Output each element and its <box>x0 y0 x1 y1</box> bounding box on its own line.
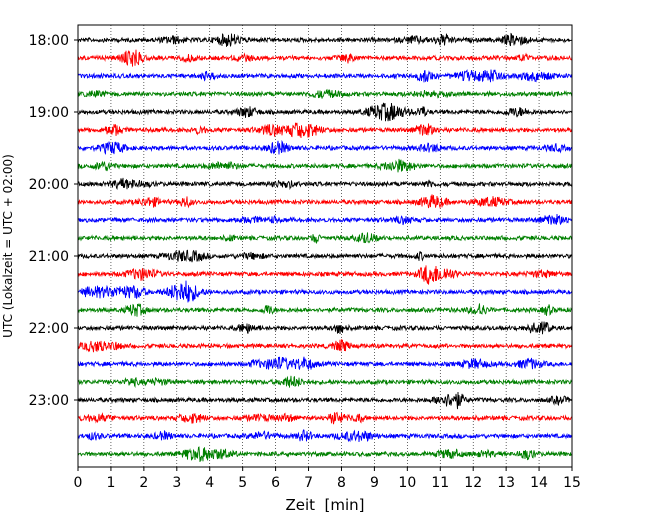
y-axis-label: UTC (Lokalzeit = UTC + 02:00) <box>1 154 15 338</box>
seismic-trace <box>77 232 573 244</box>
seismic-trace <box>77 429 573 443</box>
seismic-trace <box>77 32 573 47</box>
x-tick-label: 9 <box>370 475 379 491</box>
seismic-trace <box>77 303 573 317</box>
seismic-trace <box>77 122 573 139</box>
seismic-trace <box>77 411 573 425</box>
seismic-trace <box>77 356 573 371</box>
x-tick-label: 3 <box>172 475 181 491</box>
x-tick-label: 12 <box>464 475 482 491</box>
seismic-trace <box>77 265 573 285</box>
x-tick-label: 13 <box>497 475 515 491</box>
y-tick-label: 19:00 <box>29 105 69 121</box>
seismic-trace <box>77 249 573 263</box>
y-axis-ticks: 18:00 19:00 20:00 21:00 22:00 23:00 <box>29 33 78 409</box>
x-tick-label: 7 <box>304 475 313 491</box>
x-tick-label: 5 <box>238 475 247 491</box>
x-tick-label: 4 <box>205 475 214 491</box>
seismic-trace <box>77 177 573 191</box>
seismic-trace <box>77 446 573 463</box>
x-tick-label: 2 <box>139 475 148 491</box>
x-tick-label: 8 <box>337 475 346 491</box>
seismic-trace <box>77 214 573 226</box>
y-tick-label: 20:00 <box>29 177 69 193</box>
seismic-trace <box>77 139 573 155</box>
x-tick-label: 0 <box>74 475 83 491</box>
seismic-trace <box>77 69 573 83</box>
seismic-trace <box>77 102 573 122</box>
x-tick-label: 15 <box>563 475 581 491</box>
seismic-trace <box>77 194 573 210</box>
seismic-trace <box>77 391 573 410</box>
x-axis-ticks: 0 1 2 3 4 5 6 7 8 9 10 11 12 13 14 15 <box>74 467 581 491</box>
x-axis-label: Zeit [min] <box>285 496 364 514</box>
plot-frame <box>77 24 573 468</box>
y-tick-label: 21:00 <box>29 249 69 265</box>
y-tick-label: 18:00 <box>29 33 69 49</box>
x-tick-label: 10 <box>398 475 416 491</box>
x-tick-label: 6 <box>271 475 280 491</box>
x-tick-label: 1 <box>106 475 115 491</box>
seismic-trace <box>77 339 573 353</box>
seismic-trace <box>77 375 573 388</box>
seismic-trace <box>77 158 573 173</box>
seismic-trace <box>77 280 573 303</box>
y-tick-label: 22:00 <box>29 321 69 337</box>
seismic-trace <box>77 88 573 99</box>
seismic-trace <box>77 49 573 67</box>
seismic-trace <box>77 321 573 335</box>
y-tick-label: 23:00 <box>29 393 69 409</box>
x-tick-label: 14 <box>530 475 548 491</box>
traces <box>77 32 573 463</box>
x-tick-label: 11 <box>431 475 449 491</box>
